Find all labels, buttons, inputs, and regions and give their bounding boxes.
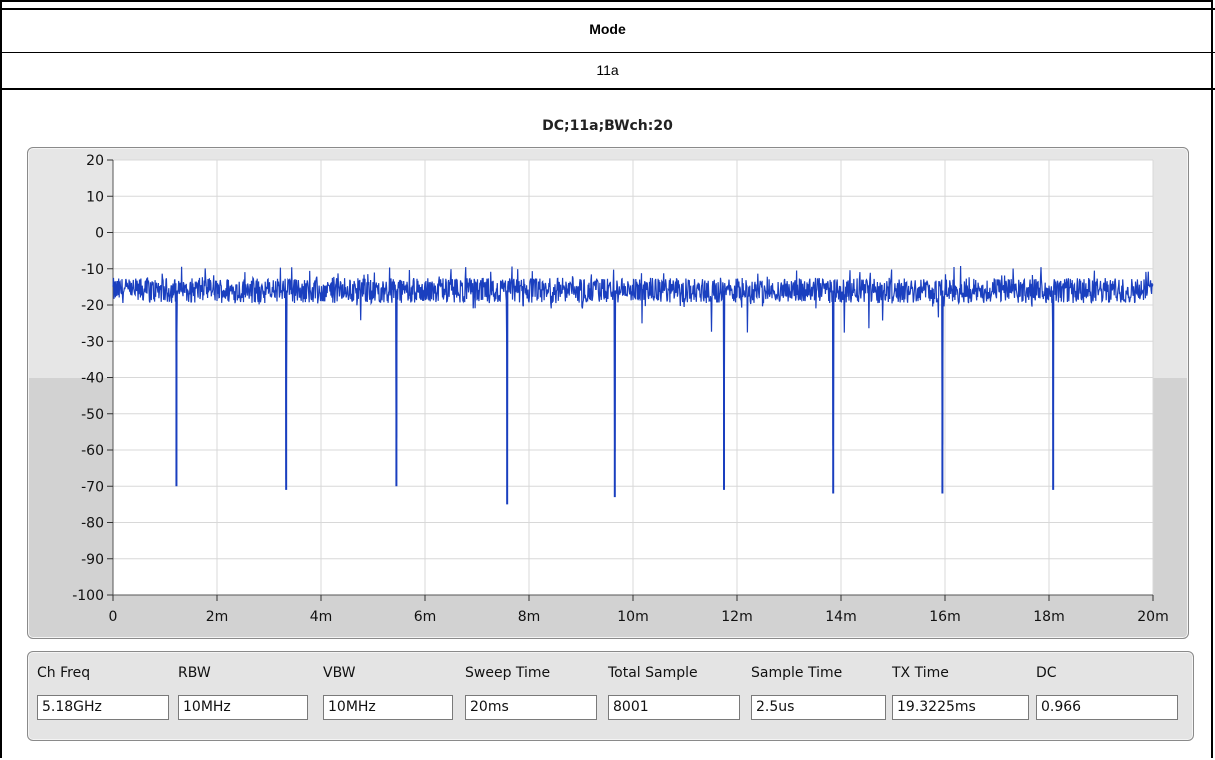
dc-value: 0.966 xyxy=(1036,695,1178,720)
y-tick-label: 0 xyxy=(95,226,104,242)
y-tick-label: -50 xyxy=(81,407,104,423)
x-tick-label: 10m xyxy=(617,609,648,625)
x-tick-label: 16m xyxy=(929,609,960,625)
x-tick-label: 0 xyxy=(109,609,118,625)
sample-time-value: 2.5us xyxy=(751,695,886,720)
y-tick-label: -70 xyxy=(81,479,104,495)
x-tick-label: 8m xyxy=(518,609,541,625)
table-top-border xyxy=(0,8,1215,10)
x-tick-label: 12m xyxy=(721,609,752,625)
y-tick-label: 20 xyxy=(86,153,104,169)
ch-freq-value: 5.18GHz xyxy=(37,695,169,720)
mode-value: 11a xyxy=(596,62,619,78)
tx-time-value: 19.3225ms xyxy=(892,695,1029,720)
total-sample-value: 8001 xyxy=(608,695,740,720)
rbw-label: RBW xyxy=(178,665,211,681)
dc-label: DC xyxy=(1036,665,1057,681)
measurement-panel: Ch Freq 5.18GHz RBW 10MHz VBW 10MHz Swee… xyxy=(27,651,1194,741)
x-tick-label: 20m xyxy=(1137,609,1168,625)
x-tick-label: 4m xyxy=(310,609,333,625)
mode-header-row: Mode xyxy=(0,8,1215,53)
y-tick-label: -60 xyxy=(81,443,104,459)
vbw-value: 10MHz xyxy=(323,695,453,720)
y-tick-label: -80 xyxy=(81,516,104,532)
ch-freq-label: Ch Freq xyxy=(37,665,91,681)
x-tick-label: 6m xyxy=(414,609,437,625)
total-sample-label: Total Sample xyxy=(608,665,698,681)
mode-value-row: 11a xyxy=(0,53,1215,90)
y-tick-label: -30 xyxy=(81,334,104,350)
sweep-time-value: 20ms xyxy=(465,695,597,720)
y-tick-label: -40 xyxy=(81,371,104,387)
x-tick-label: 18m xyxy=(1033,609,1064,625)
y-tick-label: -20 xyxy=(81,298,104,314)
sample-time-label: Sample Time xyxy=(751,665,843,681)
x-tick-label: 2m xyxy=(206,609,229,625)
rbw-value: 10MHz xyxy=(178,695,308,720)
y-tick-label: 10 xyxy=(86,189,104,205)
chart-title: DC;11a;BWch:20 xyxy=(542,118,673,134)
tx-time-label: TX Time xyxy=(892,665,949,681)
y-tick-label: -100 xyxy=(72,588,104,604)
sweep-time-label: Sweep Time xyxy=(465,665,551,681)
x-tick-label: 14m xyxy=(825,609,856,625)
mode-header: Mode xyxy=(589,21,626,37)
y-tick-label: -90 xyxy=(81,552,104,568)
vbw-label: VBW xyxy=(323,665,356,681)
chart-svg: 20 10 0 -10 -20 -30 -40 -50 -60 -70 -80 -90 -100 0 2m 4… xyxy=(72,153,1169,625)
y-tick-label: -10 xyxy=(81,262,104,278)
